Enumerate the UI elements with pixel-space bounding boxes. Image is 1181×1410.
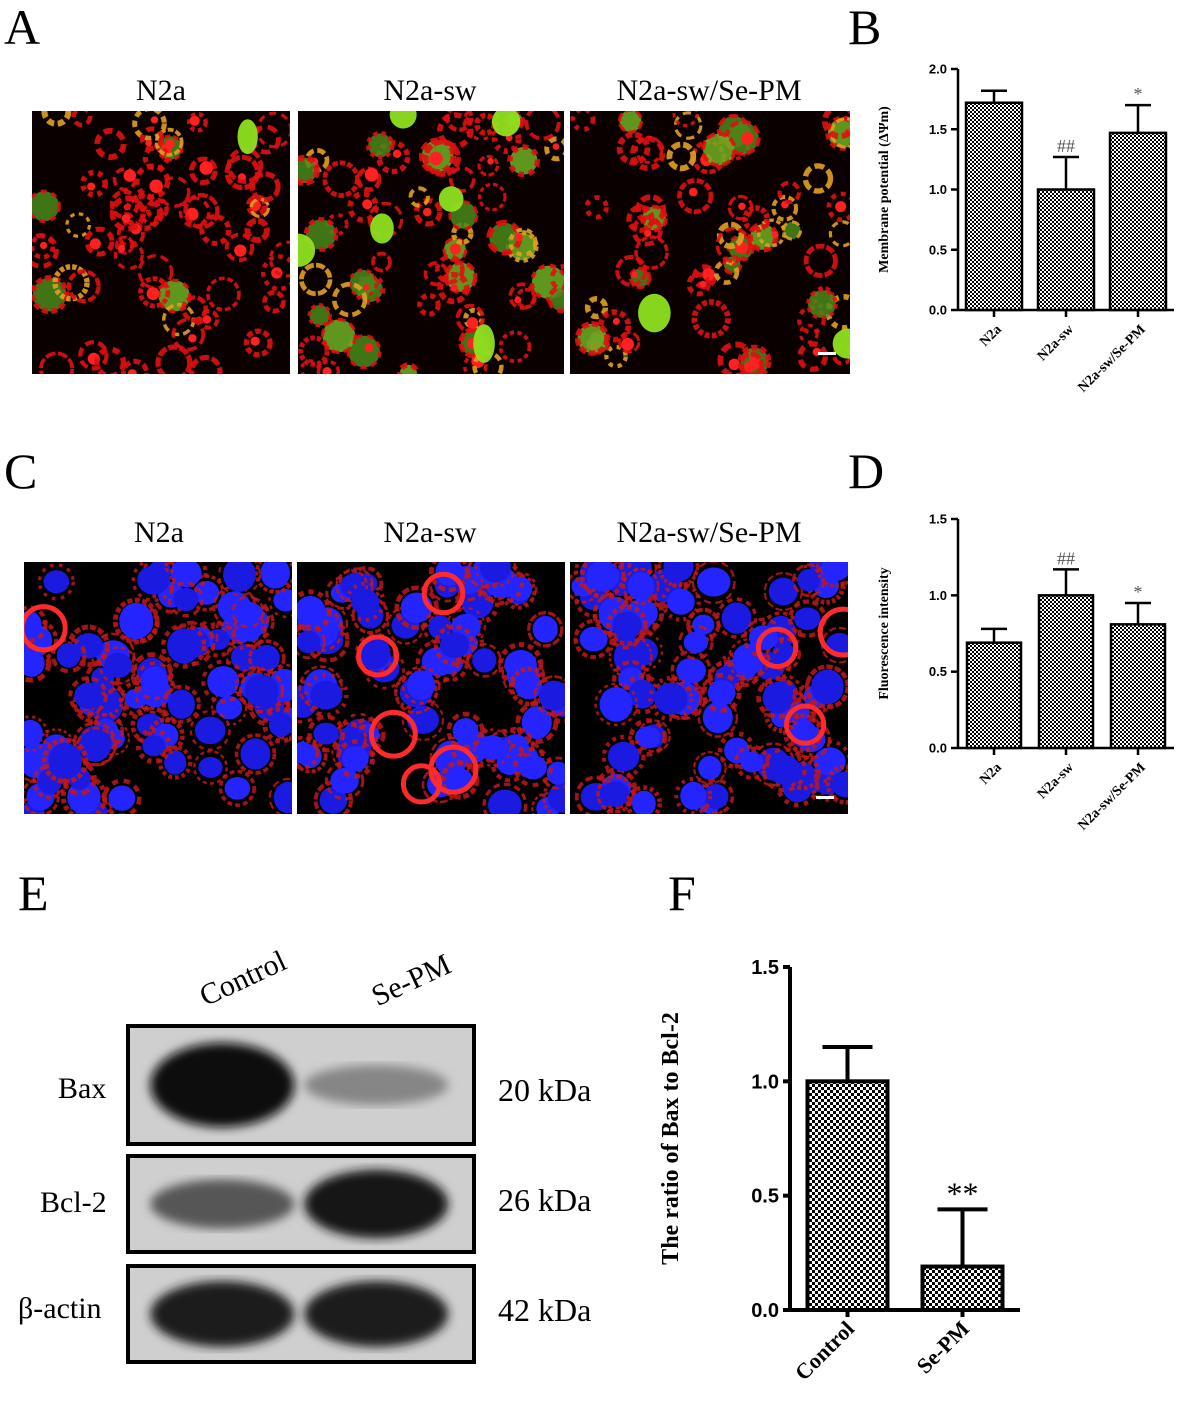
panel-letter-b: B xyxy=(848,0,882,55)
y-tick-label: 1.5 xyxy=(929,512,947,527)
bar xyxy=(805,1079,890,1312)
x-tick-label: N2a xyxy=(977,760,1005,788)
kda-label-bax: 20 kDa xyxy=(498,1072,592,1108)
y-tick-label: 0.0 xyxy=(929,741,947,756)
significance-marker: ## xyxy=(1057,548,1075,568)
blot-strip-bax xyxy=(126,1024,476,1146)
blot-row-label-bax: Bax xyxy=(58,1072,107,1105)
x-tick-label: N2a xyxy=(977,322,1005,350)
x-tick-label: Control xyxy=(790,1316,859,1385)
y-tick-label: 0.5 xyxy=(929,664,947,679)
lane-label-sepm: Se-PM xyxy=(366,947,456,1013)
panel-a-title-2: N2a-sw xyxy=(383,74,477,107)
y-tick-label: 1.0 xyxy=(929,182,947,197)
panel-letter-a: A xyxy=(4,0,41,55)
y-tick-label: 2.0 xyxy=(929,62,947,77)
x-tick-label: N2a-sw xyxy=(1035,760,1078,803)
panel-letter-e: E xyxy=(18,865,49,921)
panel-letter-c: C xyxy=(4,443,38,499)
band-control xyxy=(150,1281,295,1347)
chart-b-membrane-potential: 0.0 0.5 1.0 1.5 2.0 Membrane potential (ΔΨm) N… xyxy=(858,55,1176,430)
lane-label-control: Control xyxy=(194,944,292,1013)
nuclei-cluster xyxy=(570,562,848,814)
scale-bar xyxy=(818,352,836,355)
micrograph-c-n2a-sw-sepm xyxy=(570,562,848,814)
bar xyxy=(1109,623,1167,750)
bar xyxy=(1037,594,1095,750)
y-tick-label: 1.0 xyxy=(929,588,947,603)
kda-label-beta-actin: 42 kDa xyxy=(498,1292,592,1328)
y-axis-label: The ratio of Bax to Bcl-2 xyxy=(658,1012,684,1265)
x-tick-label: Se-PM xyxy=(911,1316,974,1379)
blot-strip-beta-actin xyxy=(126,1264,476,1364)
band-sepm xyxy=(304,1281,449,1347)
y-axis-label: Fluorescence intensity xyxy=(877,567,892,699)
micrograph-c-n2a xyxy=(24,562,292,814)
panel-letter-f: F xyxy=(668,865,696,921)
micrograph-a-n2a xyxy=(32,111,290,374)
y-tick-label: 0.5 xyxy=(751,1186,779,1208)
x-tick-label: N2a-sw/Se-PM xyxy=(1076,760,1149,833)
y-tick-label: 0.0 xyxy=(751,1300,779,1322)
band-control xyxy=(150,1179,295,1229)
band-sepm xyxy=(304,1065,449,1105)
significance-marker: ## xyxy=(1057,136,1075,156)
x-tick-label: N2a-sw/Se-PM xyxy=(1076,322,1149,395)
panel-a-title-3: N2a-sw/Se-PM xyxy=(616,74,802,107)
bar xyxy=(1036,188,1096,312)
y-tick-label: 1.5 xyxy=(751,957,779,979)
y-tick-label: 0.0 xyxy=(929,303,947,318)
significance-marker: * xyxy=(1134,582,1143,602)
x-tick-label: N2a-sw xyxy=(1035,322,1078,365)
scale-bar xyxy=(816,796,834,799)
nuclei-cluster xyxy=(24,562,292,814)
bar xyxy=(920,1264,1005,1313)
panel-a-title-1: N2a xyxy=(136,74,186,107)
kda-label-bcl2: 26 kDa xyxy=(498,1182,592,1218)
significance-marker: ** xyxy=(947,1175,979,1211)
y-tick-label: 0.5 xyxy=(929,242,947,257)
nuclei-cluster xyxy=(297,562,565,814)
y-tick-label: 1.0 xyxy=(751,1071,779,1093)
cell-cluster xyxy=(298,111,564,374)
chart-d-fluorescence-intensity: 0.0 0.5 1.0 1.5 Fluorescence intensity N2a ## N… xyxy=(858,505,1176,860)
micrograph-a-n2a-sw xyxy=(298,111,564,374)
panel-c-title-2: N2a-sw xyxy=(383,516,477,549)
band-control xyxy=(150,1042,295,1128)
y-axis-label: Membrane potential (ΔΨm) xyxy=(877,106,892,273)
bar xyxy=(964,101,1024,312)
blot-row-label-bcl2: Bcl-2 xyxy=(40,1186,107,1219)
bar xyxy=(1108,131,1168,312)
significance-marker: * xyxy=(1134,84,1143,104)
bar xyxy=(965,641,1023,750)
band-sepm xyxy=(304,1169,449,1239)
panel-c-title-1: N2a xyxy=(134,516,184,549)
cell-cluster xyxy=(32,111,290,374)
chart-f-bax-bcl2-ratio: 0.0 0.5 1.0 1.5 The ratio of Bax to Bcl-2 Con… xyxy=(650,940,1050,1405)
micrograph-a-n2a-sw-sepm xyxy=(570,111,850,374)
blot-strip-bcl2 xyxy=(126,1154,476,1254)
y-tick-label: 1.5 xyxy=(929,122,947,137)
panel-letter-d: D xyxy=(848,443,885,499)
cell-cluster xyxy=(570,111,850,374)
blot-row-label-beta-actin: β-actin xyxy=(18,1292,102,1325)
panel-c-title-3: N2a-sw/Se-PM xyxy=(616,516,802,549)
micrograph-c-n2a-sw xyxy=(297,562,565,814)
